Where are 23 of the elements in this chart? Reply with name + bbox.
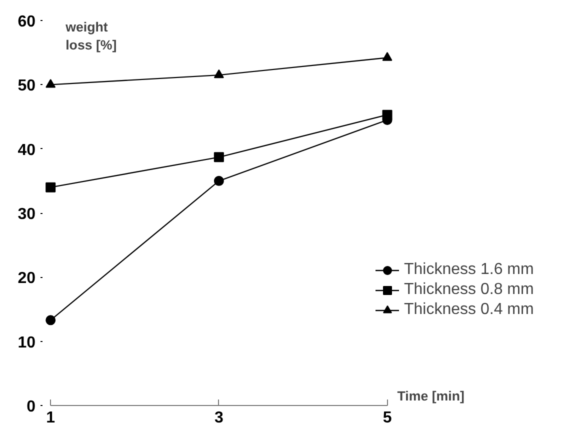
y-tick-label: 50: [18, 78, 36, 95]
point: [382, 110, 392, 120]
x-axis-title: Time [min]: [397, 388, 464, 404]
point: [214, 69, 224, 78]
legend-label: Thickness 0.4 mm: [404, 301, 534, 319]
x-tick-label: 1: [46, 410, 56, 426]
y-tick-label: 20: [18, 270, 36, 288]
point: [46, 182, 56, 192]
y-tick-label: 0: [26, 398, 36, 416]
y-axis-title: weight loss [%]: [64, 20, 117, 52]
y-tick-label: 40: [18, 142, 36, 159]
y-tick-label: 60: [18, 14, 36, 30]
y-tick-label: 10: [18, 334, 36, 352]
x-tick-label: 5: [382, 410, 392, 426]
point: [214, 152, 224, 162]
point: [46, 315, 56, 326]
point: [46, 78, 56, 88]
y-tick-label: 30: [18, 206, 36, 223]
point: [214, 176, 224, 186]
point: [382, 52, 392, 61]
legend-label: Thickness 0.8 mm: [404, 281, 534, 299]
legend-label: Thickness 1.6 mm: [404, 261, 534, 279]
x-tick-label: 3: [214, 410, 224, 426]
